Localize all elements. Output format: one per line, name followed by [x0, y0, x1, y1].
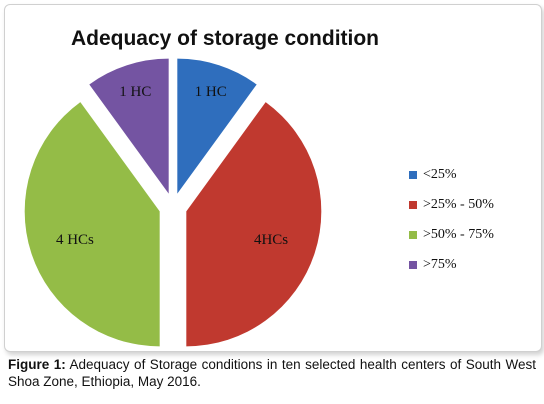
slice-label: 1 HC	[195, 84, 227, 100]
legend-item: >75%	[409, 250, 539, 280]
figure-caption: Figure 1: Adequacy of Storage conditions…	[8, 356, 536, 390]
pie-slice	[186, 102, 322, 347]
caption-label: Figure 1:	[8, 357, 66, 372]
slice-label: 4 HCs	[56, 232, 94, 248]
legend-item: >50% - 75%	[409, 220, 539, 250]
legend-swatch	[409, 231, 417, 239]
slice-label: 1 HC	[119, 84, 151, 100]
legend-swatch	[409, 261, 417, 269]
pie-slice	[24, 102, 160, 347]
legend-swatch	[409, 171, 417, 179]
caption-text: Adequacy of Storage conditions in ten se…	[8, 357, 537, 389]
legend-label: >50% - 75%	[423, 227, 494, 242]
chart-title: Adequacy of storage condition	[70, 27, 380, 50]
pie-chart: 1 HC 4HCs 4 HCs 1 HC	[24, 58, 322, 347]
legend-item: >25% - 50%	[409, 190, 539, 220]
slice-label: 4HCs	[254, 232, 288, 248]
legend-label: >25% - 50%	[423, 197, 494, 212]
legend-label: <25%	[423, 167, 457, 182]
legend: <25% >25% - 50% >50% - 75% >75%	[409, 160, 539, 280]
legend-item: <25%	[409, 160, 539, 190]
pie-slice	[177, 58, 257, 194]
pie-slice	[89, 58, 169, 194]
legend-label: >75%	[423, 257, 457, 272]
chart-area: Adequacy of storage condition 1 HC 4HCs 4 …	[4, 4, 542, 352]
legend-swatch	[409, 201, 417, 209]
